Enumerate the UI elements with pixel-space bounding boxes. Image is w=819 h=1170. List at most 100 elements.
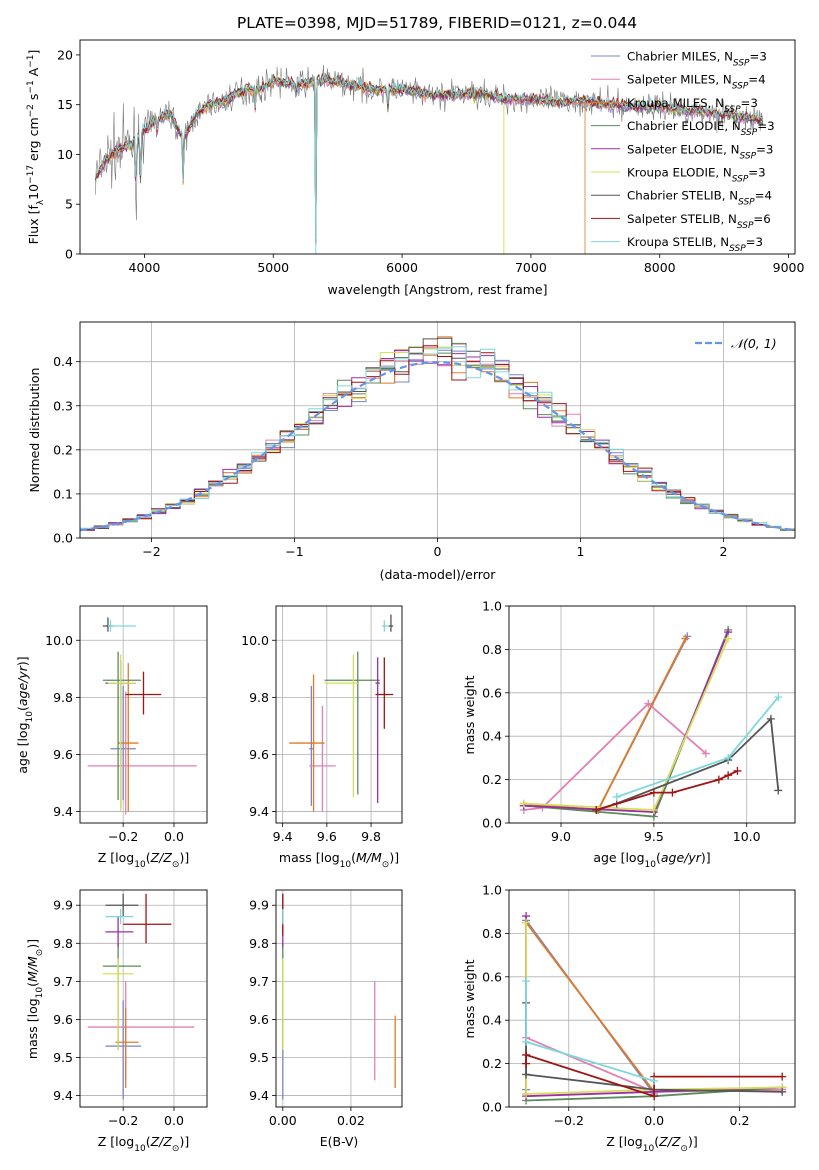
residual-histogram bbox=[80, 337, 795, 531]
mass_vs_ebv-axes: 0.00 0.02 9.4 9.5 9.6 9.7 9.8 9.9 bbox=[249, 889, 403, 1128]
age_vs_Z-xtick-label: −0.2 bbox=[108, 829, 138, 844]
spectrum-frame bbox=[79, 39, 796, 255]
age_vs_Z-ylabel: age [log10(age/yr)] bbox=[15, 656, 35, 773]
mass_weight_vs_age-ytick-label: 0.2 bbox=[482, 772, 502, 787]
legend-entry-label: Salpeter MILES, NSSP=4 bbox=[627, 73, 766, 92]
mass_weight_vs_Z-marker bbox=[650, 1076, 659, 1085]
mass_weight_vs_age-marker bbox=[733, 766, 742, 775]
age_vs_mass-xtick-label: 9.4 bbox=[273, 829, 293, 844]
residuals-xtick-label: 1 bbox=[577, 544, 585, 559]
spectrum-ytick-label: 5 bbox=[65, 197, 73, 212]
spectrum-marks bbox=[95, 64, 764, 254]
mass_weight_vs_age-ytick-label: 0.4 bbox=[482, 729, 502, 744]
mass_vs_ebv-plot: 0.00 0.02 9.4 9.5 9.6 9.7 9.8 9.9 bbox=[249, 889, 403, 1128]
mass_weight_vs_Z-xtick-label: −0.2 bbox=[554, 1113, 584, 1128]
mass_weight_vs_age-marker bbox=[724, 753, 733, 762]
legend-entry-label: Kroupa STELIB, NSSP=3 bbox=[627, 235, 763, 254]
mass_vs_Z-ytick-label: 9.4 bbox=[53, 1088, 73, 1103]
mass_weight_vs_Z-marker bbox=[522, 918, 531, 927]
mass_vs_ebv-ytick-label: 9.4 bbox=[249, 1088, 269, 1103]
mass_vs_Z-xtick-label: −0.2 bbox=[108, 1113, 138, 1128]
spectrum-xtick-label: 8000 bbox=[644, 260, 676, 275]
mass_weight_vs_Z-ytick-label: 1.0 bbox=[482, 883, 502, 898]
mass_vs_Z-frame bbox=[79, 889, 208, 1108]
mass_weight_vs_age-plot: 9.0 9.5 10.0 0.0 0.2 0.4 0.6 0.8 1.0 bbox=[482, 599, 796, 844]
mass_weight_vs_age-marks bbox=[519, 625, 783, 821]
mass_vs_Z-ytick-label: 9.6 bbox=[53, 1012, 73, 1027]
mass_weight_vs_Z-xlabel: Z [log10(Z/Z⊙)] bbox=[606, 1134, 697, 1154]
mass_weight_vs_age-marker bbox=[519, 799, 528, 808]
mass_weight_vs_Z-ytick-label: 0.2 bbox=[482, 1056, 502, 1071]
spectrum-ytick-label: 15 bbox=[57, 97, 73, 112]
age_vs_mass-axes: 9.4 9.6 9.8 9.4 9.6 9.8 10.0 bbox=[241, 605, 403, 844]
mass_weight_vs_age-series-line bbox=[523, 702, 707, 811]
mass_weight_vs_age-marker bbox=[612, 792, 621, 801]
mass_vs_ebv-xlabel: E(B-V) bbox=[320, 1134, 359, 1149]
residuals-xtick-label: 0 bbox=[434, 544, 442, 559]
mass_weight_vs_age-marker bbox=[592, 805, 601, 814]
age_vs_Z-ytick-label: 10.0 bbox=[45, 633, 73, 648]
mass_weight_vs_age-axes: 9.0 9.5 10.0 0.0 0.2 0.4 0.6 0.8 1.0 bbox=[482, 599, 796, 844]
mass_vs_Z-ytick-label: 9.5 bbox=[53, 1050, 73, 1065]
residuals-ytick-label: 0.3 bbox=[53, 398, 73, 413]
legend-entry-label: Kroupa MILES, NSSP=3 bbox=[627, 96, 758, 115]
mass_weight_vs_Z-frame bbox=[508, 889, 796, 1108]
spectrum-plot: 4000 5000 6000 7000 8000 9000 0 5 10 15 20 bbox=[57, 39, 805, 275]
mass_weight_vs_age-series-line bbox=[523, 635, 689, 811]
age_vs_Z-xlabel: Z [log10(Z/Z⊙)] bbox=[98, 850, 189, 870]
mass_weight_vs_age-ytick-label: 0.6 bbox=[482, 685, 502, 700]
age_vs_Z-ytick-label: 9.8 bbox=[53, 690, 73, 705]
age_vs_mass-xtick-label: 9.6 bbox=[317, 829, 337, 844]
mass_weight_vs_Z-axes: −0.2 0.0 0.2 0.0 0.2 0.4 0.6 0.8 1.0 bbox=[482, 883, 796, 1128]
age_vs_mass-ytick-label: 9.8 bbox=[249, 690, 269, 705]
age_vs_mass-xtick-label: 9.8 bbox=[361, 829, 381, 844]
spectrum-xtick-label: 9000 bbox=[773, 260, 805, 275]
age_vs_mass-xlabel: mass [log10(M/M⊙)] bbox=[279, 850, 399, 870]
mass_weight_vs_Z-marker bbox=[522, 1037, 531, 1046]
mass_vs_Z-ytick-label: 9.9 bbox=[53, 898, 73, 913]
mass_weight_vs_Z-ytick-label: 0.4 bbox=[482, 1013, 502, 1028]
residual-hists bbox=[80, 336, 795, 532]
age_vs_Z-marks bbox=[87, 617, 197, 815]
residuals-xtick-label: −2 bbox=[142, 544, 160, 559]
residuals-plot: −2 −1 0 1 2 0.0 0.1 0.2 0.3 0.4 bbox=[53, 321, 796, 559]
mass_vs_Z-ytick-label: 9.7 bbox=[53, 974, 73, 989]
mass_weight_vs_age-series-line bbox=[596, 770, 738, 811]
mass_weight_vs_age-marker bbox=[724, 634, 733, 643]
spectrum-ytick-label: 10 bbox=[57, 147, 73, 162]
mass_vs_ebv-xtick-label: 0.02 bbox=[337, 1113, 365, 1128]
mass_weight_vs_Z-marker bbox=[522, 1089, 531, 1098]
mass_weight_vs_age-ytick-label: 0.0 bbox=[482, 816, 502, 831]
residuals-marks bbox=[80, 336, 795, 532]
mass_weight_vs_age-marker bbox=[724, 771, 733, 780]
mass_vs_Z-ylabel: mass [log10(M/M⊙)] bbox=[25, 939, 45, 1059]
mass_weight_vs_age-marker bbox=[774, 693, 783, 702]
mass_weight_vs_Z-plot: −0.2 0.0 0.2 0.0 0.2 0.4 0.6 0.8 1.0 bbox=[482, 883, 796, 1128]
mass_weight_vs_age-marker bbox=[668, 788, 677, 797]
age_vs_mass-ytick-label: 10.0 bbox=[241, 633, 269, 648]
mass_weight_vs_Z-marker bbox=[778, 1087, 787, 1096]
residuals-ytick-label: 0.2 bbox=[53, 442, 73, 457]
residuals-ytick-label: 0.0 bbox=[53, 531, 73, 546]
age_vs_Z-xtick-label: 0.0 bbox=[164, 829, 184, 844]
mass_weight_vs_age-series-line bbox=[523, 638, 687, 811]
mass_weight_vs_age-marker bbox=[649, 788, 658, 797]
spectrum-xtick-label: 5000 bbox=[257, 260, 289, 275]
mass_vs_ebv-ytick-label: 9.5 bbox=[249, 1050, 269, 1065]
legend-entry-label: Chabrier MILES, NSSP=3 bbox=[627, 50, 767, 69]
mass_weight_vs_age-marker bbox=[766, 714, 775, 723]
spectrum-lines bbox=[95, 64, 764, 254]
mass_weight_vs_Z-marker bbox=[522, 1050, 531, 1059]
age_vs_Z-axes: −0.2 0.0 9.4 9.6 9.8 10.0 bbox=[45, 605, 208, 844]
mass_weight_vs_Z-marker bbox=[522, 1070, 531, 1079]
residuals-xlabel: (data-model)/error bbox=[380, 567, 497, 582]
mass_weight_vs_age-marker bbox=[649, 805, 658, 814]
mass_vs_Z-plot: −0.2 0.0 9.4 9.5 9.6 9.7 9.8 9.9 bbox=[53, 889, 208, 1128]
mass_weight_vs_age-series-line bbox=[523, 638, 729, 811]
mass_weight_vs_Z-ytick-label: 0.6 bbox=[482, 969, 502, 984]
spectrum-ytick-label: 0 bbox=[65, 247, 73, 262]
mass_weight_vs_age-marker bbox=[774, 786, 783, 795]
age_vs_Z-ytick-label: 9.6 bbox=[53, 747, 73, 762]
age_vs_mass-ytick-label: 9.6 bbox=[249, 747, 269, 762]
